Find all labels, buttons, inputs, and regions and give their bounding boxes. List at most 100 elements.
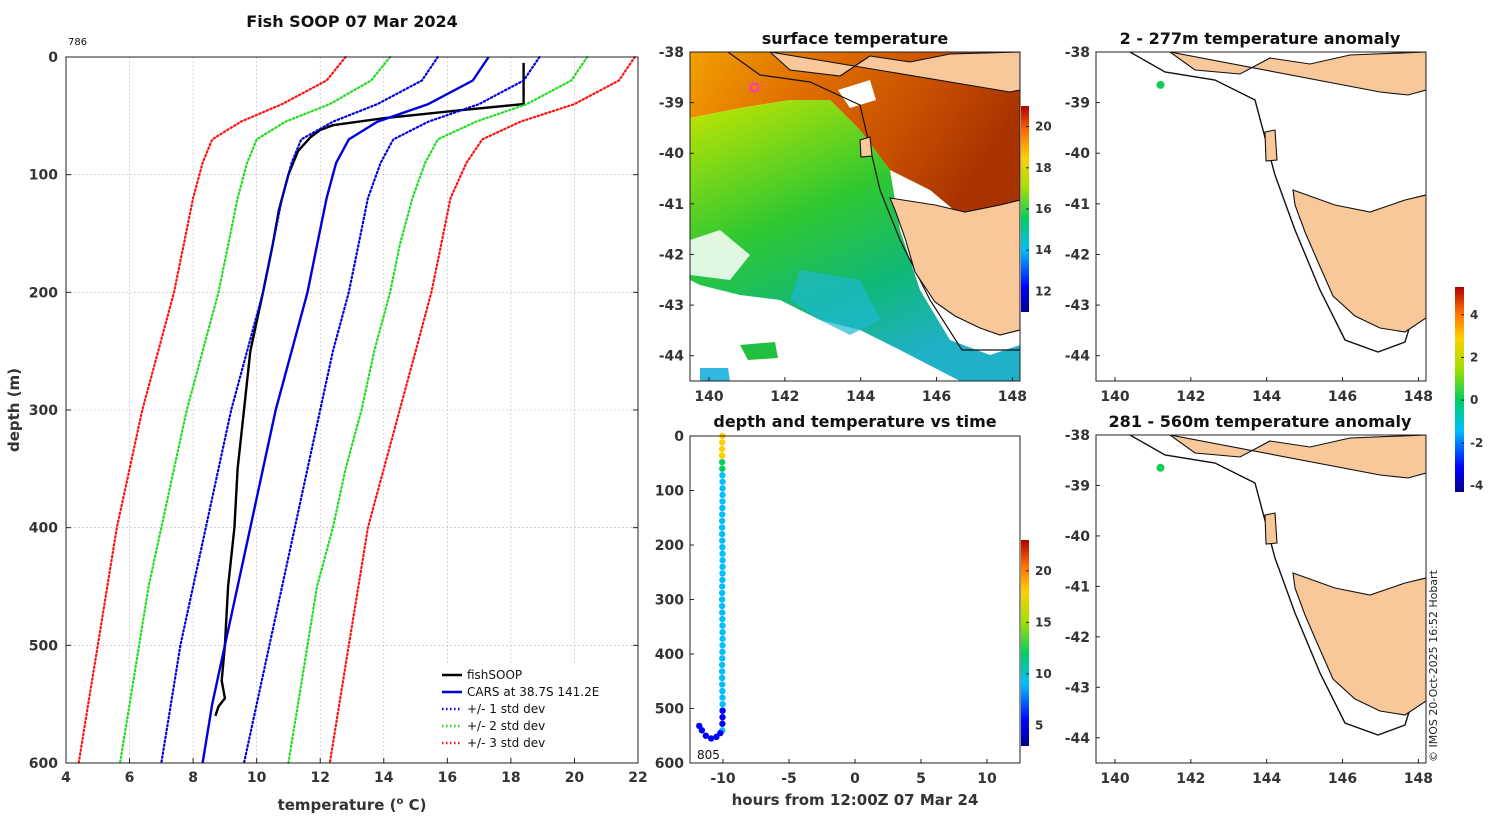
time-sample-point — [718, 458, 726, 466]
sst-colorbar-tick-label: 12 — [1035, 284, 1052, 298]
time-sample-point — [719, 629, 726, 636]
profile-x-label: temperature (o C) — [278, 796, 427, 814]
profile-series--3-std — [77, 55, 347, 765]
anomaly-colorbar-tick-label: -4 — [1470, 479, 1483, 493]
time-sample-point — [719, 557, 726, 564]
time-ytick-label: 400 — [655, 647, 684, 663]
sst-xtick-label: 140 — [694, 389, 723, 405]
time-sample-point — [702, 732, 710, 739]
time-sample-point — [719, 550, 726, 557]
time-sample-point — [718, 517, 726, 525]
profile-series--2-std — [287, 55, 589, 765]
sst-colorbar-ticks: 12 14 16 18 20 — [1026, 120, 1052, 298]
sst-isobath — [727, 52, 1020, 351]
profile-ytick-label: 400 — [29, 521, 58, 537]
time-series — [696, 432, 726, 742]
time-sample-point — [719, 714, 726, 721]
anomaly-colorbar-tick-label: 2 — [1470, 350, 1478, 364]
time-sample-point — [718, 439, 726, 446]
anom-upper-xtick-label: 146 — [1328, 389, 1357, 405]
sst-xtick-label: 148 — [998, 389, 1027, 405]
sst-location-marker — [749, 82, 760, 93]
time-sample-point — [718, 524, 726, 531]
time-sample-point — [718, 452, 726, 459]
time-sample-point — [718, 668, 726, 675]
time-sample-point — [718, 445, 726, 453]
time-sample-point — [707, 735, 715, 742]
time-ytick-label: 100 — [655, 484, 684, 500]
time-sample-point — [719, 635, 726, 642]
time-end-label: 805 — [697, 748, 720, 762]
time-sample-point — [719, 655, 726, 662]
profile-xtick-label: 14 — [374, 770, 394, 786]
time-sample-point — [719, 570, 726, 577]
time-sample-point — [718, 589, 726, 597]
anom-lower-map-body — [1096, 435, 1426, 763]
sst-colorbar-tick-label: 16 — [1035, 202, 1052, 216]
anom-lower-location-marker — [1156, 463, 1165, 472]
time-xtick-label: 10 — [977, 771, 997, 787]
time-sample-point — [719, 583, 726, 590]
anom-upper-ytick-label: -44 — [1065, 349, 1091, 365]
anom-lower-xtick-label: 142 — [1176, 771, 1205, 787]
profile-corner-label: 786 — [68, 37, 87, 48]
anom-upper-x-ticks: 140 142 144 146 148 — [1100, 377, 1433, 405]
time-sample-point — [719, 642, 726, 649]
time-sample-point — [719, 465, 726, 472]
time-ytick-label: 300 — [655, 593, 684, 609]
time-sample-point — [717, 729, 724, 737]
time-sample-point — [719, 707, 726, 714]
sst-title: surface temperature — [762, 29, 949, 48]
anom-lower-land-king-island — [1264, 512, 1278, 545]
profile-series--1-std — [160, 55, 439, 765]
time-colorbar-tick-label: 15 — [1035, 615, 1052, 629]
legend-cars: CARS at 38.7S 141.2E — [467, 685, 599, 699]
sst-y-ticks: -38 -39 -40 -41 -42 -43 -44 — [659, 45, 694, 365]
anom-upper-ytick-label: -40 — [1065, 146, 1091, 162]
time-sample-point — [719, 687, 726, 695]
sst-xtick-label: 146 — [922, 389, 951, 405]
time-colorbar-tick-label: 5 — [1035, 718, 1043, 732]
profile-xtick-label: 10 — [247, 770, 267, 786]
time-ytick-label: 600 — [655, 756, 684, 772]
anom-upper-land-tasmania — [1292, 189, 1426, 333]
anom-lower-land-victoria — [1169, 435, 1426, 479]
sst-cool-water — [690, 100, 1020, 381]
time-sample-point — [719, 504, 726, 512]
profile-xtick-label: 6 — [125, 770, 135, 786]
anomaly-colorbar — [1455, 287, 1464, 492]
sst-ytick-label: -44 — [659, 349, 685, 365]
sst-ytick-label: -41 — [659, 197, 684, 213]
sst-axes-frame — [689, 51, 1021, 382]
profile-title: Fish SOOP 07 Mar 2024 — [246, 12, 457, 31]
anom-lower-isobath — [1129, 435, 1419, 736]
profile-series-cars-mean — [201, 56, 490, 764]
anom-upper-isobath — [1129, 52, 1419, 353]
legend-3std: +/- 3 std dev — [467, 736, 545, 750]
anom-lower-axes-frame — [1095, 434, 1427, 764]
profile-ytick-label: 500 — [29, 638, 58, 654]
time-sample-point — [719, 478, 726, 485]
anom-upper-xtick-label: 140 — [1100, 389, 1129, 405]
anomaly-colorbar-tick-label: 4 — [1470, 308, 1478, 322]
anom-upper-ytick-label: -38 — [1065, 45, 1090, 61]
anom-upper-location-marker — [1156, 80, 1165, 89]
anomaly-colorbar-tick-label: -2 — [1470, 436, 1483, 450]
anom-upper-y-ticks: -38 -39 -40 -41 -42 -43 -44 — [1065, 45, 1100, 365]
anom-lower-ytick-label: -40 — [1065, 529, 1091, 545]
sst-land-victoria — [769, 52, 1020, 93]
time-ytick-label: 200 — [655, 538, 684, 554]
sst-ytick-label: -39 — [659, 96, 684, 112]
time-sample-point — [718, 661, 726, 669]
sst-land-tasmania — [889, 197, 1020, 336]
time-sample-point — [719, 537, 726, 544]
anom-upper-ytick-label: -43 — [1065, 298, 1090, 314]
profile-grid — [66, 57, 638, 763]
time-colorbar-tick-label: 10 — [1035, 667, 1052, 681]
profile-ytick-label: 200 — [29, 285, 58, 301]
time-sample-point — [718, 596, 726, 603]
legend-fishsoop: fishSOOP — [467, 668, 522, 682]
profile-series--1-std — [242, 55, 541, 765]
profile-ytick-label: 600 — [29, 756, 58, 772]
time-sample-point — [719, 609, 726, 616]
